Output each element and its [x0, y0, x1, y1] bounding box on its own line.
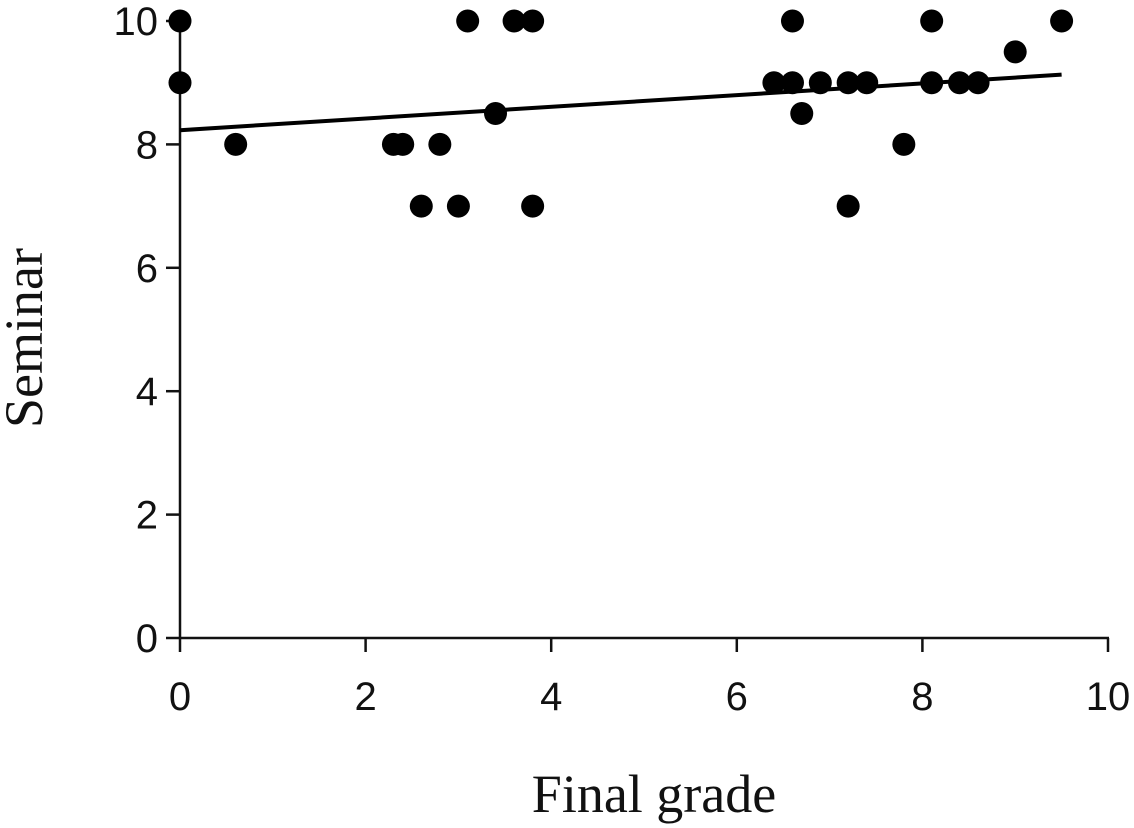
y-axis-ticks: 0 2 4 6 8 10 [114, 0, 180, 661]
data-point [521, 194, 545, 218]
data-point [224, 132, 248, 156]
data-point [484, 102, 508, 126]
data-point [1050, 9, 1074, 33]
x-tick-label: 4 [540, 675, 562, 719]
y-tick-label: 2 [136, 494, 158, 538]
x-tick-label: 2 [354, 675, 376, 719]
data-point [808, 71, 832, 95]
data-point [780, 9, 804, 33]
data-point [428, 132, 452, 156]
x-tick-label: 0 [169, 675, 191, 719]
trendline [179, 72, 1062, 133]
data-point [836, 71, 860, 95]
data-points [168, 9, 1074, 218]
axes [178, 20, 1109, 640]
data-point [790, 102, 814, 126]
data-point [780, 71, 804, 95]
x-axis-ticks: 0 2 4 6 8 10 [169, 638, 1130, 719]
data-point [391, 132, 415, 156]
data-point [920, 71, 944, 95]
y-tick-label: 8 [136, 123, 158, 167]
x-axis-title: Final grade [532, 764, 776, 824]
y-tick-label: 10 [114, 0, 159, 44]
data-point [948, 71, 972, 95]
data-point [168, 71, 192, 95]
data-point [1003, 40, 1027, 64]
data-point [762, 71, 786, 95]
x-tick-label: 6 [726, 675, 748, 719]
x-tick-label: 10 [1086, 675, 1131, 719]
trendline-group [179, 72, 1062, 133]
data-point [855, 71, 879, 95]
data-point [920, 9, 944, 33]
x-tick-label: 8 [911, 675, 933, 719]
data-point [521, 9, 545, 33]
data-point [502, 9, 526, 33]
data-point [456, 9, 480, 33]
data-point [836, 194, 860, 218]
data-point [168, 9, 192, 33]
data-point [892, 132, 916, 156]
y-tick-label: 4 [136, 370, 158, 414]
y-tick-label: 0 [136, 617, 158, 661]
data-point [409, 194, 433, 218]
y-axis-title: Seminar [0, 248, 54, 428]
data-point [446, 194, 470, 218]
data-point [966, 71, 990, 95]
y-tick-label: 6 [136, 247, 158, 291]
